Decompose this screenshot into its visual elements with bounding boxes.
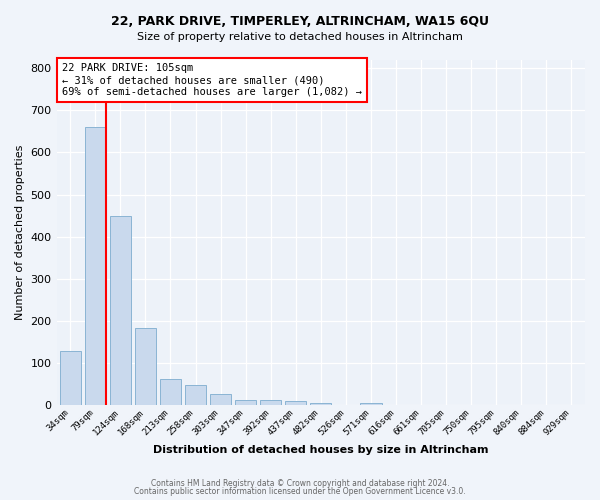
Bar	[260, 400, 281, 404]
Bar	[235, 400, 256, 404]
X-axis label: Distribution of detached houses by size in Altrincham: Distribution of detached houses by size …	[153, 445, 488, 455]
Bar	[135, 328, 156, 404]
Bar	[110, 216, 131, 404]
Bar	[85, 128, 106, 404]
Y-axis label: Number of detached properties: Number of detached properties	[15, 144, 25, 320]
Bar	[285, 402, 307, 404]
Bar	[59, 351, 81, 405]
Text: Contains HM Land Registry data © Crown copyright and database right 2024.: Contains HM Land Registry data © Crown c…	[151, 478, 449, 488]
Text: 22 PARK DRIVE: 105sqm
← 31% of detached houses are smaller (490)
69% of semi-det: 22 PARK DRIVE: 105sqm ← 31% of detached …	[62, 64, 362, 96]
Bar	[210, 394, 231, 404]
Bar	[310, 402, 331, 404]
Bar	[185, 385, 206, 404]
Text: Contains public sector information licensed under the Open Government Licence v3: Contains public sector information licen…	[134, 487, 466, 496]
Text: 22, PARK DRIVE, TIMPERLEY, ALTRINCHAM, WA15 6QU: 22, PARK DRIVE, TIMPERLEY, ALTRINCHAM, W…	[111, 15, 489, 28]
Bar	[160, 380, 181, 404]
Text: Size of property relative to detached houses in Altrincham: Size of property relative to detached ho…	[137, 32, 463, 42]
